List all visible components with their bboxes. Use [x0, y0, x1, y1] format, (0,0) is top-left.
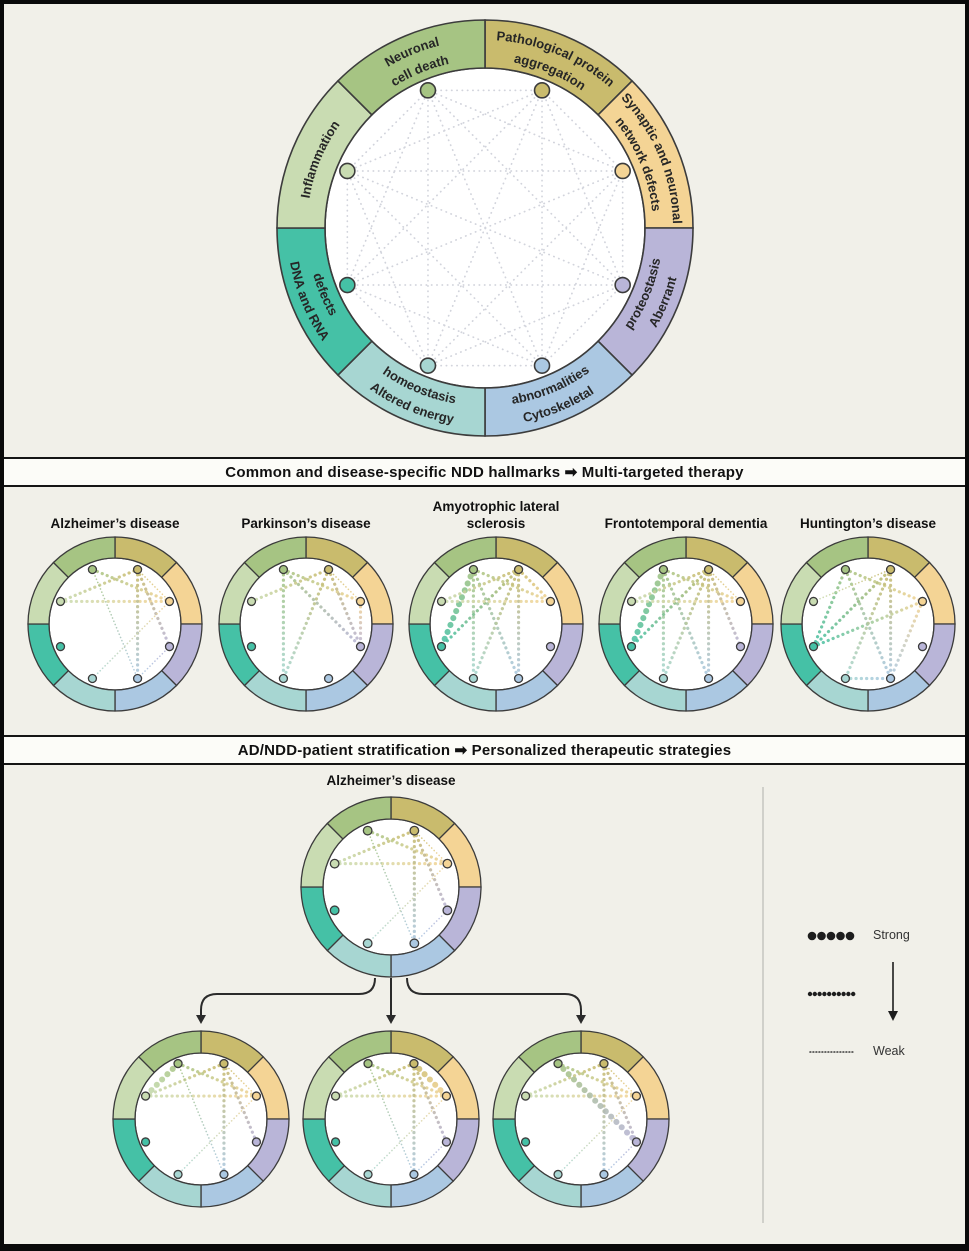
legend-strong-label: Strong [873, 928, 910, 942]
arrows-and-legend [196, 787, 898, 1223]
patient-ring-3 [492, 1030, 670, 1208]
disease-label-parkinsons: Parkinson’s disease [241, 516, 371, 532]
disease-ring-ftd [598, 536, 774, 712]
patient-ring-2 [302, 1030, 480, 1208]
stratification-source-ring [300, 796, 482, 978]
patient-ring-1 [112, 1030, 290, 1208]
legend-weak-label: Weak [873, 1044, 905, 1058]
stratification-section: Alzheimer’s disease Strong Weak [4, 765, 965, 1244]
hallmark-wheel-section: Pathological protein aggregation Synaptic … [4, 4, 965, 457]
hallmark-wheel: Pathological proteinaggregationSynaptic … [276, 19, 694, 437]
stratification-header-text: AD/NDD-patient stratification ➡ Personal… [237, 742, 732, 759]
disease-label-alzheimers: Alzheimer’s disease [50, 516, 180, 532]
disease-label-huntingtons: Huntington’s disease [799, 516, 936, 532]
multi-targeted-header-text: Common and disease-specific NDD hallmark… [225, 464, 744, 481]
stratification-source-label: Alzheimer’s disease [326, 773, 456, 788]
stratification-header: AD/NDD-patient stratification ➡ Personal… [4, 735, 965, 765]
disease-ring-als [408, 536, 584, 712]
disease-label-als: Amyotrophic lateral sclerosis [432, 499, 560, 532]
disease-ring-alzheimers [27, 536, 203, 712]
disease-rings-section: Alzheimer’s disease Parkinson’s disease … [4, 487, 965, 735]
disease-ring-parkinsons [218, 536, 394, 712]
disease-ring-huntingtons [780, 536, 956, 712]
disease-label-ftd: Frontotemporal dementia [604, 516, 768, 532]
multi-targeted-header: Common and disease-specific NDD hallmark… [4, 457, 965, 487]
